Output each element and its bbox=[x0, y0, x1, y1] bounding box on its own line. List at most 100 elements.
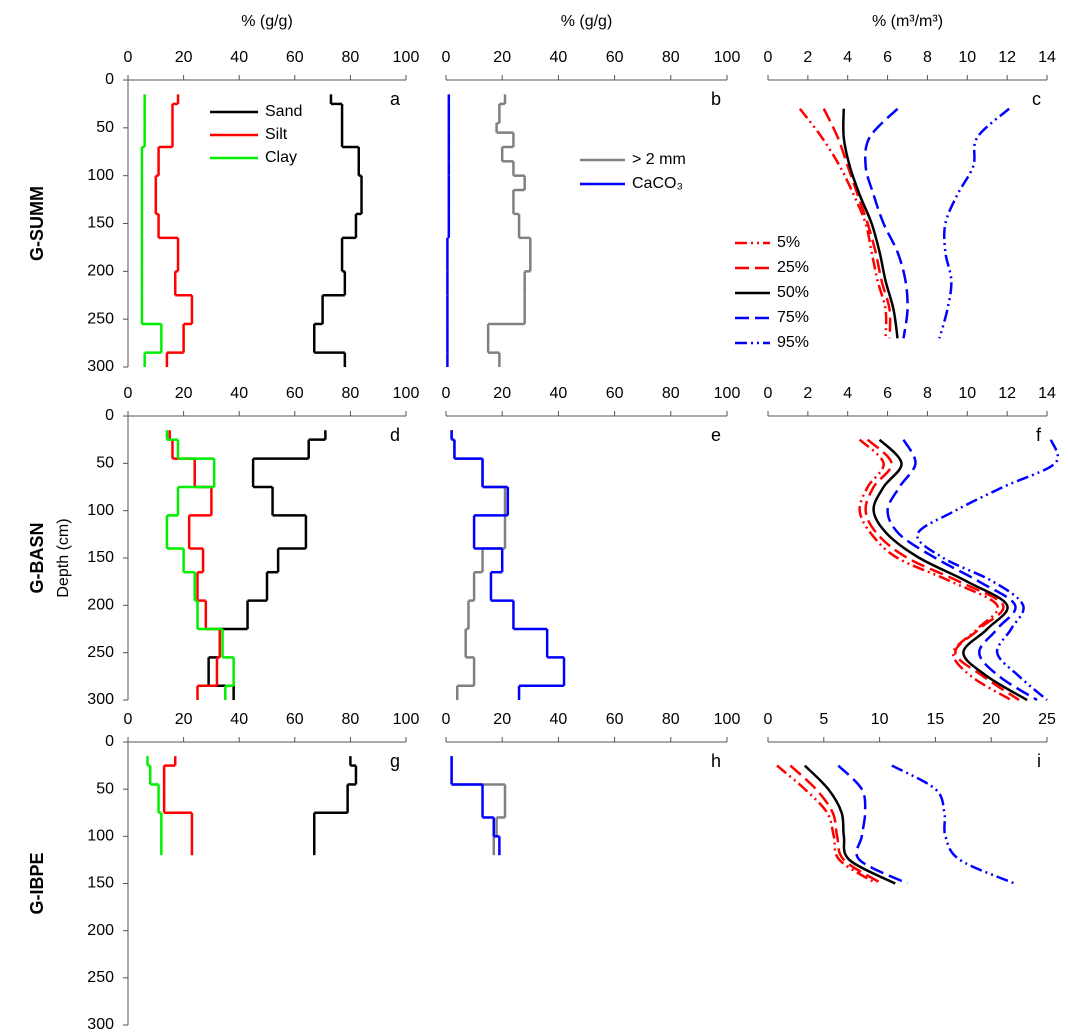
curve bbox=[858, 438, 1012, 702]
x-tick-label: 20 bbox=[982, 711, 1000, 728]
x-tick-label: 10 bbox=[871, 711, 889, 728]
y-tick-label: 300 bbox=[87, 358, 114, 375]
x-tick-label: 2 bbox=[803, 385, 812, 402]
legend-label: 25% bbox=[777, 259, 809, 276]
legend-label: 75% bbox=[777, 309, 809, 326]
x-tick-label: 60 bbox=[606, 385, 624, 402]
x-tick-label: 100 bbox=[714, 711, 741, 728]
y-tick-label: 50 bbox=[96, 455, 114, 472]
x-tick-label: 20 bbox=[493, 49, 511, 66]
y-tick-label: 250 bbox=[87, 310, 114, 327]
curve bbox=[916, 439, 1060, 701]
x-tick-label: 80 bbox=[342, 49, 360, 66]
y-tick-label: 50 bbox=[96, 119, 114, 136]
y-tick-label: 100 bbox=[87, 502, 114, 519]
x-tick-label: 0 bbox=[124, 49, 133, 66]
row-label: G-BASN bbox=[27, 523, 47, 594]
x-tick-label: 0 bbox=[764, 711, 773, 728]
x-tick-label: 4 bbox=[843, 49, 852, 66]
x-tick-label: 0 bbox=[124, 385, 133, 402]
x-tick-label: 0 bbox=[764, 49, 773, 66]
curve bbox=[798, 107, 888, 339]
x-tick-label: 80 bbox=[662, 385, 680, 402]
x-tick-label: 40 bbox=[550, 49, 568, 66]
x-tick-label: 20 bbox=[175, 711, 193, 728]
panel-label: g bbox=[390, 751, 400, 771]
legend-label: 50% bbox=[777, 284, 809, 301]
row-label: G-SUMM bbox=[27, 186, 47, 261]
panel-label: c bbox=[1032, 89, 1041, 109]
y-tick-label: 300 bbox=[87, 691, 114, 708]
panel-label: h bbox=[711, 751, 721, 771]
x-tick-label: 80 bbox=[342, 385, 360, 402]
x-axis-title: % (m³/m³) bbox=[872, 13, 943, 30]
x-tick-label: 8 bbox=[923, 385, 932, 402]
x-tick-label: 6 bbox=[883, 49, 892, 66]
panel-label: b bbox=[711, 89, 721, 109]
x-tick-label: 60 bbox=[606, 49, 624, 66]
legend-label: Clay bbox=[265, 149, 297, 166]
x-tick-label: 100 bbox=[393, 385, 420, 402]
x-tick-label: 60 bbox=[606, 711, 624, 728]
y-tick-label: 50 bbox=[96, 780, 114, 797]
x-tick-label: 4 bbox=[843, 385, 852, 402]
x-tick-label: 14 bbox=[1038, 385, 1056, 402]
curve bbox=[803, 764, 896, 885]
legend-label: 95% bbox=[777, 334, 809, 351]
x-tick-label: 25 bbox=[1038, 711, 1056, 728]
y-tick-label: 200 bbox=[87, 922, 114, 939]
x-tick-label: 20 bbox=[175, 49, 193, 66]
x-tick-label: 0 bbox=[124, 711, 133, 728]
x-tick-label: 40 bbox=[550, 385, 568, 402]
x-tick-label: 80 bbox=[342, 711, 360, 728]
x-tick-label: 0 bbox=[442, 385, 451, 402]
x-tick-label: 10 bbox=[958, 385, 976, 402]
curve bbox=[938, 107, 1010, 339]
curve bbox=[789, 764, 883, 885]
x-tick-label: 40 bbox=[550, 711, 568, 728]
x-tick-label: 10 bbox=[958, 49, 976, 66]
panel-label: f bbox=[1036, 425, 1042, 445]
x-axis-title: % (g/g) bbox=[561, 13, 613, 30]
x-tick-label: 2 bbox=[803, 49, 812, 66]
legend-label: CaCO₃ bbox=[632, 175, 683, 192]
row-label: G-IBPE bbox=[27, 852, 47, 914]
y-tick-label: 100 bbox=[87, 167, 114, 184]
x-tick-label: 8 bbox=[923, 49, 932, 66]
y-axis-title: Depth (cm) bbox=[55, 518, 72, 597]
x-tick-label: 100 bbox=[393, 711, 420, 728]
y-tick-label: 300 bbox=[87, 1016, 114, 1033]
y-tick-label: 200 bbox=[87, 597, 114, 614]
x-tick-label: 14 bbox=[1038, 49, 1056, 66]
x-tick-label: 40 bbox=[230, 49, 248, 66]
x-tick-label: 20 bbox=[175, 385, 193, 402]
curve bbox=[863, 107, 909, 339]
curve bbox=[864, 438, 1020, 702]
legend-label: Sand bbox=[265, 103, 302, 120]
x-axis-title: % (g/g) bbox=[241, 13, 293, 30]
x-tick-label: 40 bbox=[230, 711, 248, 728]
x-tick-label: 0 bbox=[442, 711, 451, 728]
x-tick-label: 100 bbox=[714, 385, 741, 402]
x-tick-label: 12 bbox=[998, 385, 1016, 402]
curve bbox=[776, 764, 877, 885]
y-tick-label: 250 bbox=[87, 644, 114, 661]
curve bbox=[886, 439, 1038, 702]
panel-label: d bbox=[390, 425, 400, 445]
y-tick-label: 150 bbox=[87, 549, 114, 566]
y-tick-label: 100 bbox=[87, 828, 114, 845]
curve bbox=[822, 108, 892, 339]
x-tick-label: 80 bbox=[662, 49, 680, 66]
y-tick-label: 150 bbox=[87, 875, 114, 892]
x-tick-label: 0 bbox=[442, 49, 451, 66]
curve bbox=[842, 108, 899, 339]
curve bbox=[837, 764, 909, 885]
legend-label: > 2 mm bbox=[632, 151, 686, 168]
legend-label: 5% bbox=[777, 234, 800, 251]
x-tick-label: 100 bbox=[393, 49, 420, 66]
x-tick-label: 12 bbox=[998, 49, 1016, 66]
x-tick-label: 60 bbox=[286, 49, 304, 66]
y-tick-label: 0 bbox=[105, 407, 114, 424]
y-tick-label: 150 bbox=[87, 215, 114, 232]
